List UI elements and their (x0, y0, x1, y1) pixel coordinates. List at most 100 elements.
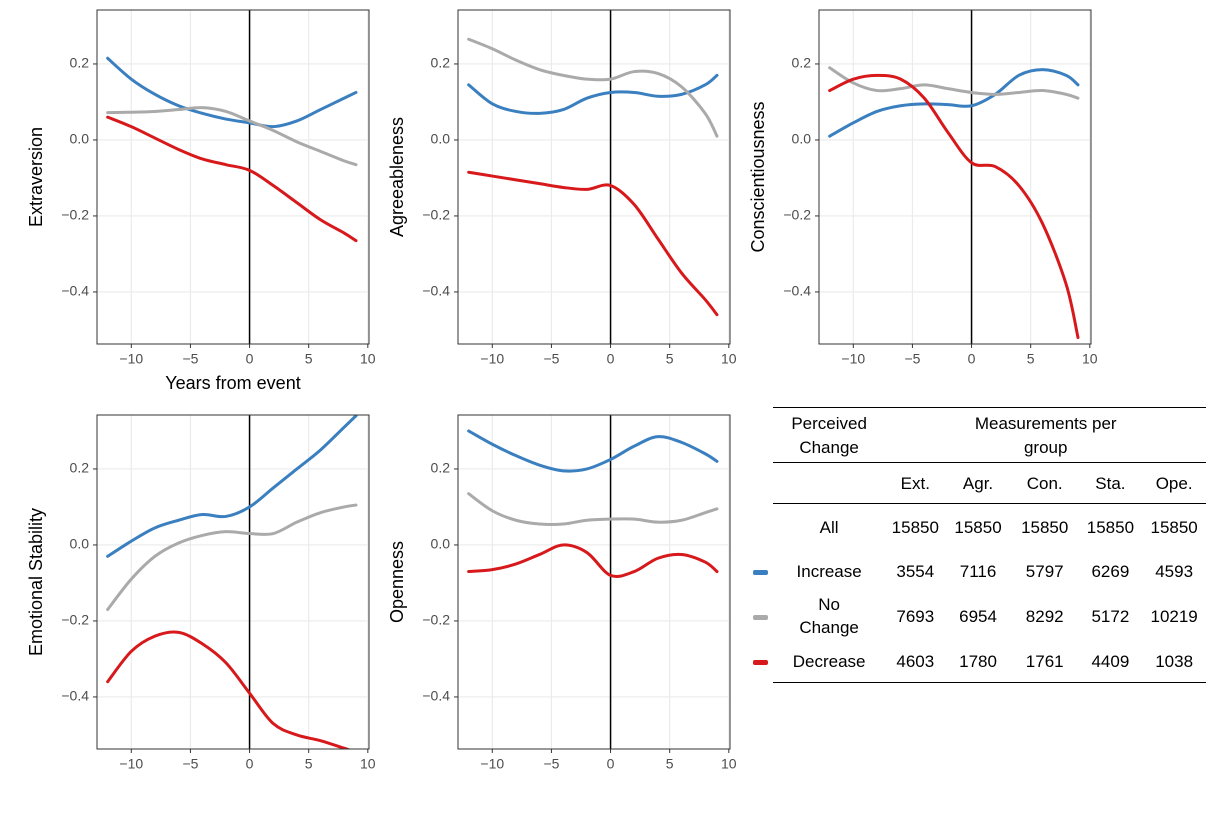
column-header: Sta. (1078, 462, 1143, 504)
column-header: Agr. (945, 462, 1011, 504)
panel: −10 −5 0 5 10 −0.4 −0.2 0.0 0.2 Extraversion Years… (26, 9, 376, 393)
y-tick-label: 0.0 (431, 131, 451, 147)
panel: −10 −5 0 5 10 −0.4 −0.2 0.0 0.2 Agreeableness (387, 9, 737, 367)
x-tick-label: −5 (182, 351, 198, 367)
y-axis-title: Conscientiousness (748, 101, 768, 252)
panel-background (819, 10, 1091, 344)
y-tick-label: −0.4 (783, 283, 811, 299)
swatch-cell (748, 504, 773, 551)
cell: 5797 (1025, 561, 1064, 581)
cell: 4409 (1078, 640, 1143, 683)
column-header: Con. (1010, 462, 1079, 504)
x-tick-label: 10 (360, 756, 376, 772)
column-header: Ope. (1142, 462, 1206, 504)
panel-border (96, 414, 370, 750)
cell: 5172 (1091, 606, 1130, 626)
y-tick-label: 0.0 (70, 536, 90, 552)
x-tick-label: 0 (607, 351, 615, 367)
series-line (106, 56, 358, 129)
y-tick-label: −0.4 (61, 688, 89, 704)
header-row: Perceived Change Measurements per group (748, 407, 1206, 463)
swatch-cell (748, 640, 773, 683)
y-tick-label: 0.2 (431, 460, 451, 476)
series-line (467, 170, 719, 317)
swatch-cell (748, 550, 773, 592)
panel-background (97, 415, 369, 749)
series-line (467, 429, 719, 473)
y-tick-label: −0.2 (422, 207, 450, 223)
cell: 6954 (959, 606, 997, 626)
cell: 4603 (885, 640, 946, 683)
x-tick-label: −10 (119, 351, 143, 367)
panel: −10 −5 0 5 10 −0.4 −0.2 0.0 0.2 Emotional Stabili… (26, 414, 376, 772)
x-tick-label: 5 (666, 756, 674, 772)
row-label: All (772, 503, 886, 550)
x-tick-label: −5 (182, 756, 198, 772)
column-header: Ext. (885, 462, 946, 504)
cell: 1780 (945, 640, 1011, 683)
panel-background (458, 415, 730, 749)
cell: 15850 (1142, 503, 1206, 550)
swatch-cell (748, 592, 773, 640)
panel-border (457, 414, 731, 750)
series-line (467, 37, 719, 138)
y-axis-title: Extraversion (26, 127, 46, 227)
y-tick-label: −0.2 (61, 207, 89, 223)
series-line (106, 630, 352, 749)
x-tick-label: −10 (480, 756, 504, 772)
y-tick-label: 0.0 (70, 131, 90, 147)
series-line (106, 415, 358, 558)
y-tick-label: 0.0 (792, 131, 812, 147)
y-tick-label: 0.0 (431, 536, 451, 552)
x-tick-label: 5 (305, 756, 313, 772)
x-tick-label: 0 (246, 756, 254, 772)
x-tick-label: 10 (1082, 351, 1098, 367)
cell: 8292 (1025, 606, 1064, 626)
x-tick-label: 5 (305, 351, 313, 367)
series-line (467, 543, 719, 578)
x-tick-label: 5 (666, 351, 674, 367)
x-tick-label: 0 (968, 351, 976, 367)
panel: −10 −5 0 5 10 −0.4 −0.2 0.0 0.2 Conscientiousness (748, 9, 1098, 367)
x-tick-label: −5 (543, 351, 559, 367)
series-line (467, 73, 719, 115)
x-tick-label: 10 (721, 756, 737, 772)
y-tick-label: 0.2 (70, 55, 90, 71)
y-axis-title: Emotional Stability (26, 508, 46, 656)
data-row: Increase 3554 7116 5797 6269 4593 (748, 550, 1206, 592)
y-tick-label: −0.2 (61, 612, 89, 628)
x-tick-label: 10 (360, 351, 376, 367)
y-tick-label: −0.2 (783, 207, 811, 223)
x-tick-label: 10 (721, 351, 737, 367)
legend-swatch (752, 614, 768, 620)
spacer (748, 463, 773, 504)
panel-border (818, 9, 1092, 345)
y-tick-label: −0.4 (61, 283, 89, 299)
x-axis-title: Years from event (165, 373, 300, 393)
cell: 10219 (1150, 606, 1198, 626)
measure-header: Measurements per group (885, 407, 1206, 463)
cell: 15850 (945, 503, 1011, 550)
series-line (828, 73, 1080, 340)
y-tick-label: −0.2 (422, 612, 450, 628)
series-line (106, 115, 358, 243)
row-label: Decrease (772, 640, 886, 683)
x-tick-label: −5 (543, 756, 559, 772)
cell: 1761 (1010, 640, 1079, 683)
legend-swatch (752, 659, 768, 665)
series-line (828, 66, 1080, 100)
series-line (828, 68, 1080, 138)
cell: 15850 (1078, 503, 1143, 550)
y-tick-label: 0.2 (792, 55, 812, 71)
y-tick-label: −0.4 (422, 283, 450, 299)
y-tick-label: 0.2 (431, 55, 451, 71)
cell: 7116 (959, 561, 997, 581)
x-tick-label: 5 (1027, 351, 1035, 367)
data-row: Decrease 4603 1780 1761 4409 1038 (748, 640, 1206, 683)
cell: 6269 (1091, 561, 1130, 581)
y-axis-title: Agreeableness (387, 117, 407, 237)
empty (772, 462, 886, 504)
series-line (106, 106, 358, 167)
